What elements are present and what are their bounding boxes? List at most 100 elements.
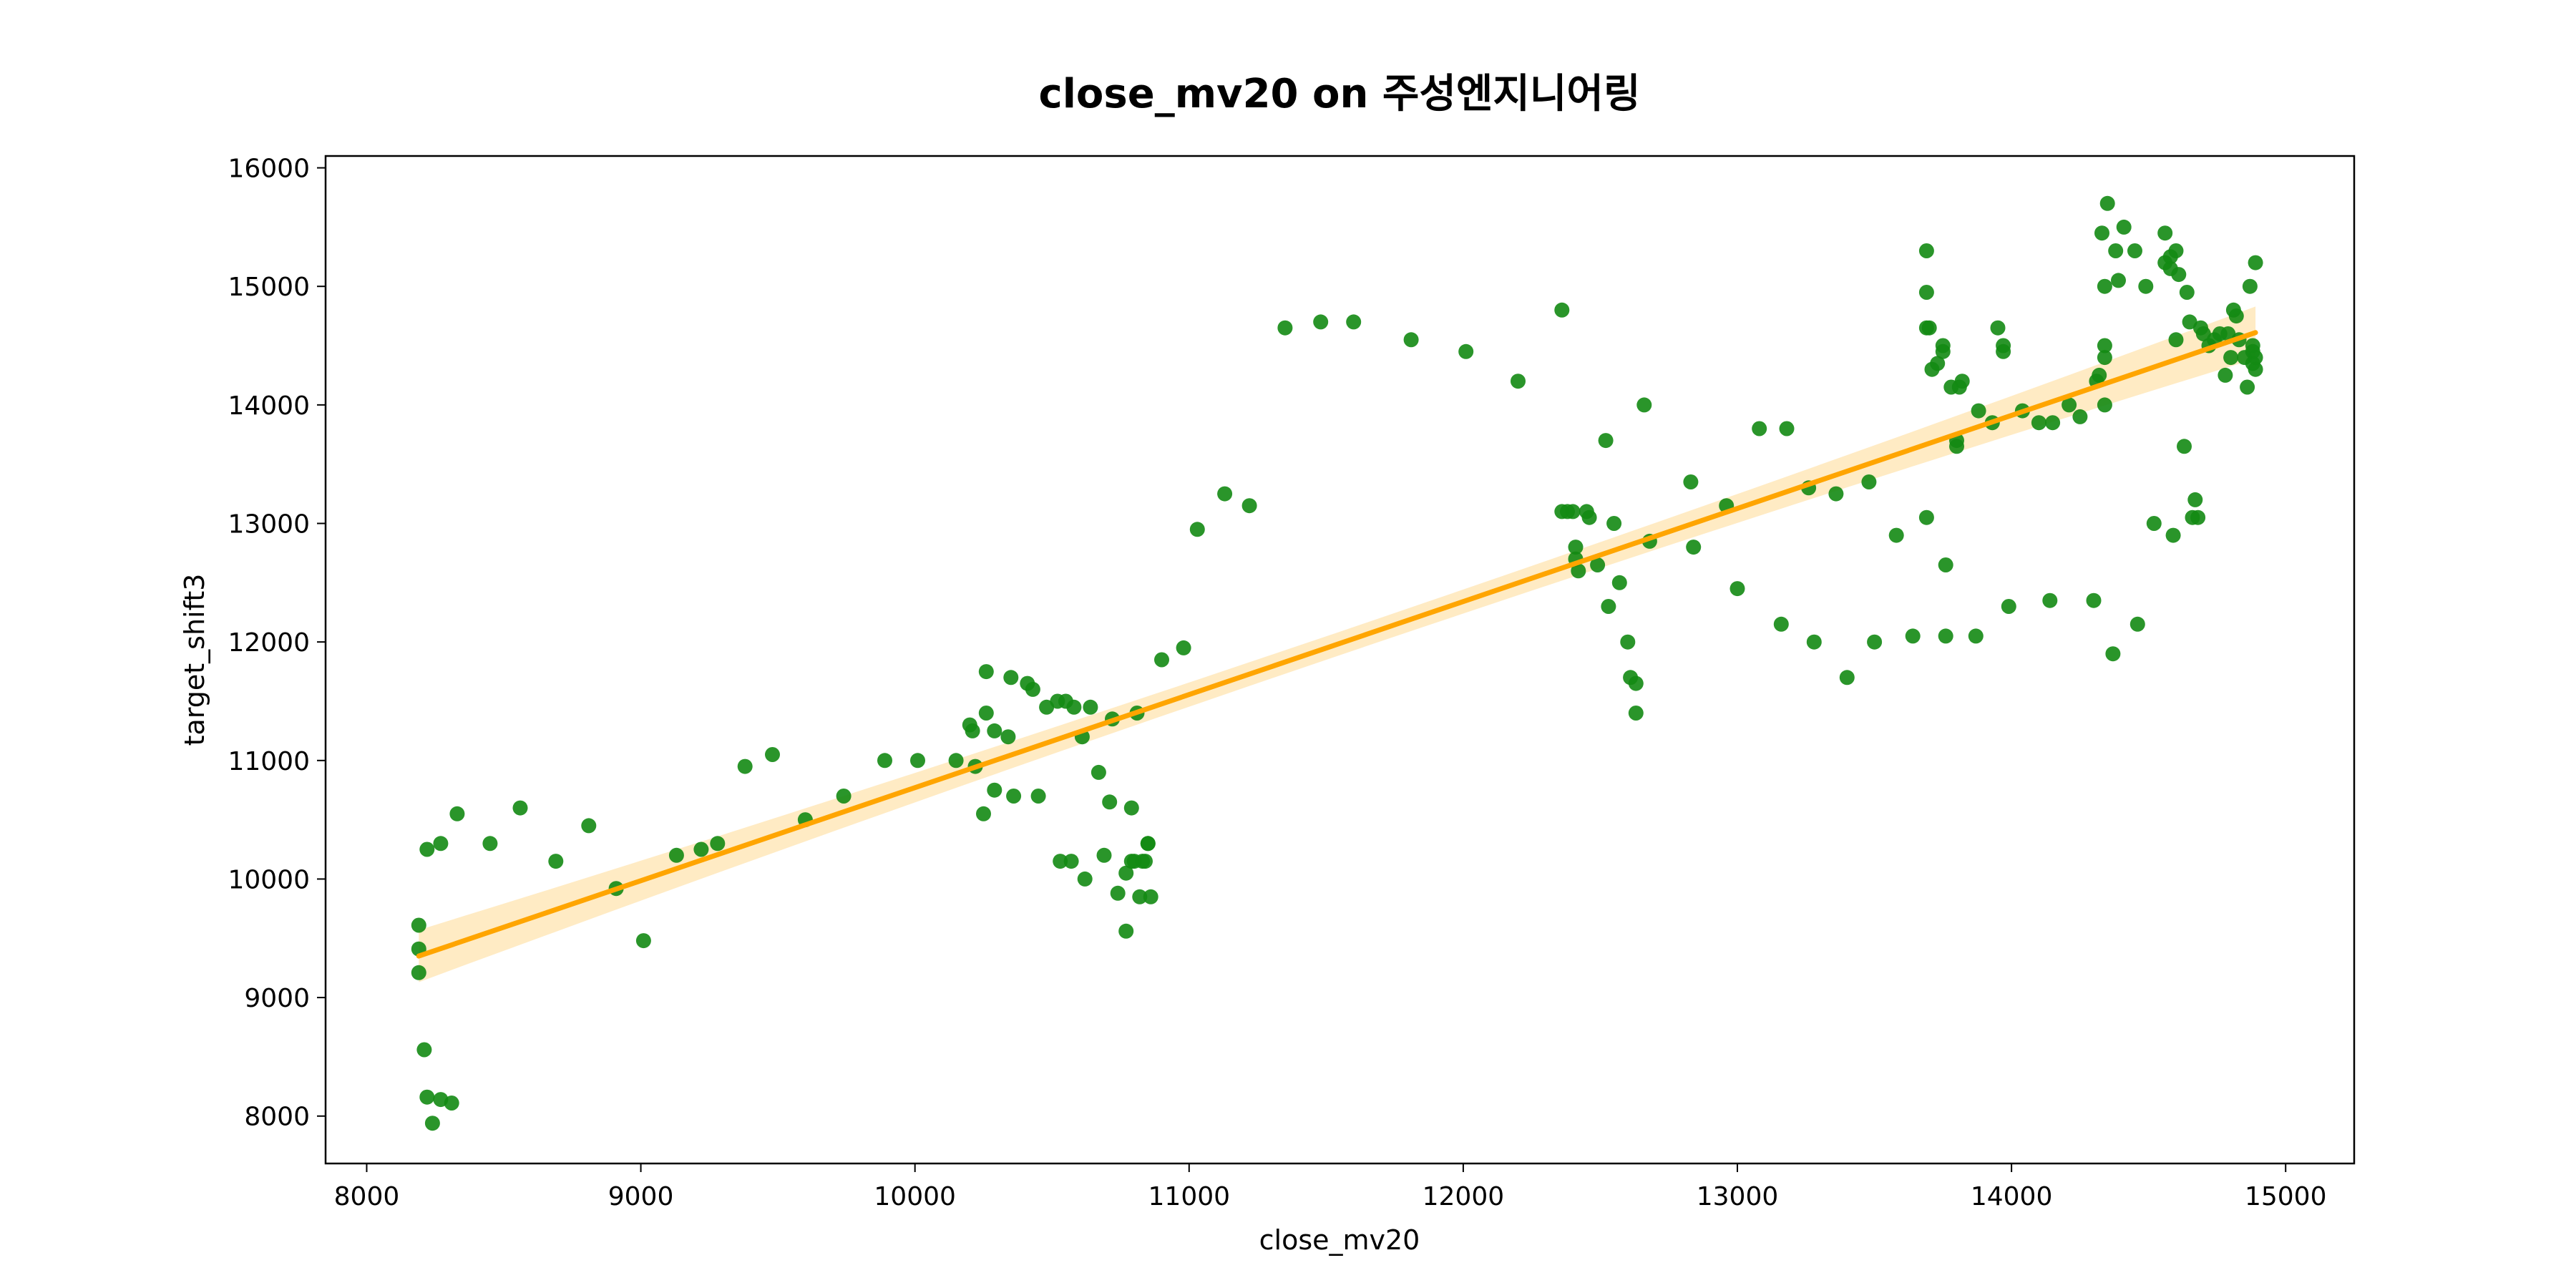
data-point [2116,219,2132,235]
data-point [1686,540,1702,555]
data-point [1403,332,1419,348]
data-point [1968,628,1984,644]
data-point [1971,403,1986,419]
data-point [1861,474,1877,489]
regression-line [416,330,2258,959]
x-tick-label: 12000 [1423,1182,1505,1211]
data-point [1590,557,1606,572]
data-point [978,706,994,721]
data-point [1091,764,1106,780]
data-point [2111,273,2126,288]
data-point [1277,320,1293,336]
data-point [1828,486,1844,502]
x-tick-label: 14000 [1971,1182,2053,1211]
data-point [1346,314,1362,330]
data-point [2108,243,2124,258]
data-point [1154,652,1169,668]
data-point [1003,670,1019,686]
data-point [1806,634,1822,650]
data-point [1511,374,1526,389]
data-point [2177,439,2192,454]
y-axis-label: target_shift3 [179,574,210,746]
data-point [1683,474,1699,489]
y-tick-label: 16000 [228,155,310,184]
data-point [449,806,465,821]
y-tick-label: 11000 [228,747,310,776]
data-point [976,806,991,821]
data-point [1773,616,1789,632]
data-point [2127,243,2142,258]
data-point [1132,889,1148,904]
data-point [2195,326,2211,341]
data-point [1918,243,1934,258]
data-point [1066,699,1082,715]
data-point [1888,527,1904,543]
data-point [1867,634,1883,650]
data-point [424,1116,440,1131]
data-point [2248,361,2263,377]
data-point [1554,302,1570,318]
y-tick-label: 10000 [228,865,310,894]
data-point [2097,278,2112,294]
data-point [1063,854,1079,869]
data-point [1954,374,1970,389]
data-point [978,664,994,680]
data-point [836,789,852,804]
data-point [419,841,435,857]
data-point [2129,616,2145,632]
data-point [416,1042,432,1058]
data-point [2146,516,2162,531]
data-point [419,1089,435,1105]
data-point [1601,599,1616,614]
data-point [2248,350,2263,366]
data-point [1598,433,1614,449]
data-point [581,818,597,834]
data-point [1628,675,1644,691]
y-tick-label: 14000 [228,391,310,421]
data-point [548,854,564,869]
data-point [2223,350,2239,366]
x-tick-label: 11000 [1148,1182,1231,1211]
data-point [2248,255,2263,270]
data-point [1458,343,1474,359]
data-point [1935,343,1951,359]
data-point [668,847,684,863]
data-point [1241,498,1257,514]
data-point [765,747,780,762]
data-point [1140,836,1156,852]
data-point [2097,397,2112,413]
data-point [2187,492,2203,507]
data-point [2031,415,2046,431]
data-point [411,965,426,980]
data-point [2105,646,2121,662]
data-point [1752,421,1767,436]
y-tick-label: 13000 [228,510,310,540]
data-point [877,753,892,769]
data-point [2097,338,2112,353]
data-point [1096,847,1112,863]
data-point [1949,439,1964,454]
plot-frame [324,155,2356,1165]
data-point [2092,367,2107,383]
y-tick-label: 9000 [244,984,310,1013]
data-point [1030,789,1046,804]
data-point [1905,628,1921,644]
data-point [1138,854,1153,869]
data-point [1628,706,1644,721]
data-point [1620,634,1636,650]
data-point [948,753,964,769]
data-point [2228,308,2244,324]
data-point [987,782,1002,798]
data-point [1839,670,1855,686]
data-point [1118,923,1134,939]
data-point [1571,563,1586,579]
data-point [1053,854,1068,869]
x-axis: 8000 9000 10000 11000 12000 13000 14000 15000 [334,1163,2326,1211]
data-point [1930,356,1946,371]
x-tick-label: 13000 [1697,1182,1779,1211]
data-point [2072,409,2088,424]
data-point [1000,729,1016,745]
data-point [1083,699,1098,715]
data-point [2182,314,2197,330]
